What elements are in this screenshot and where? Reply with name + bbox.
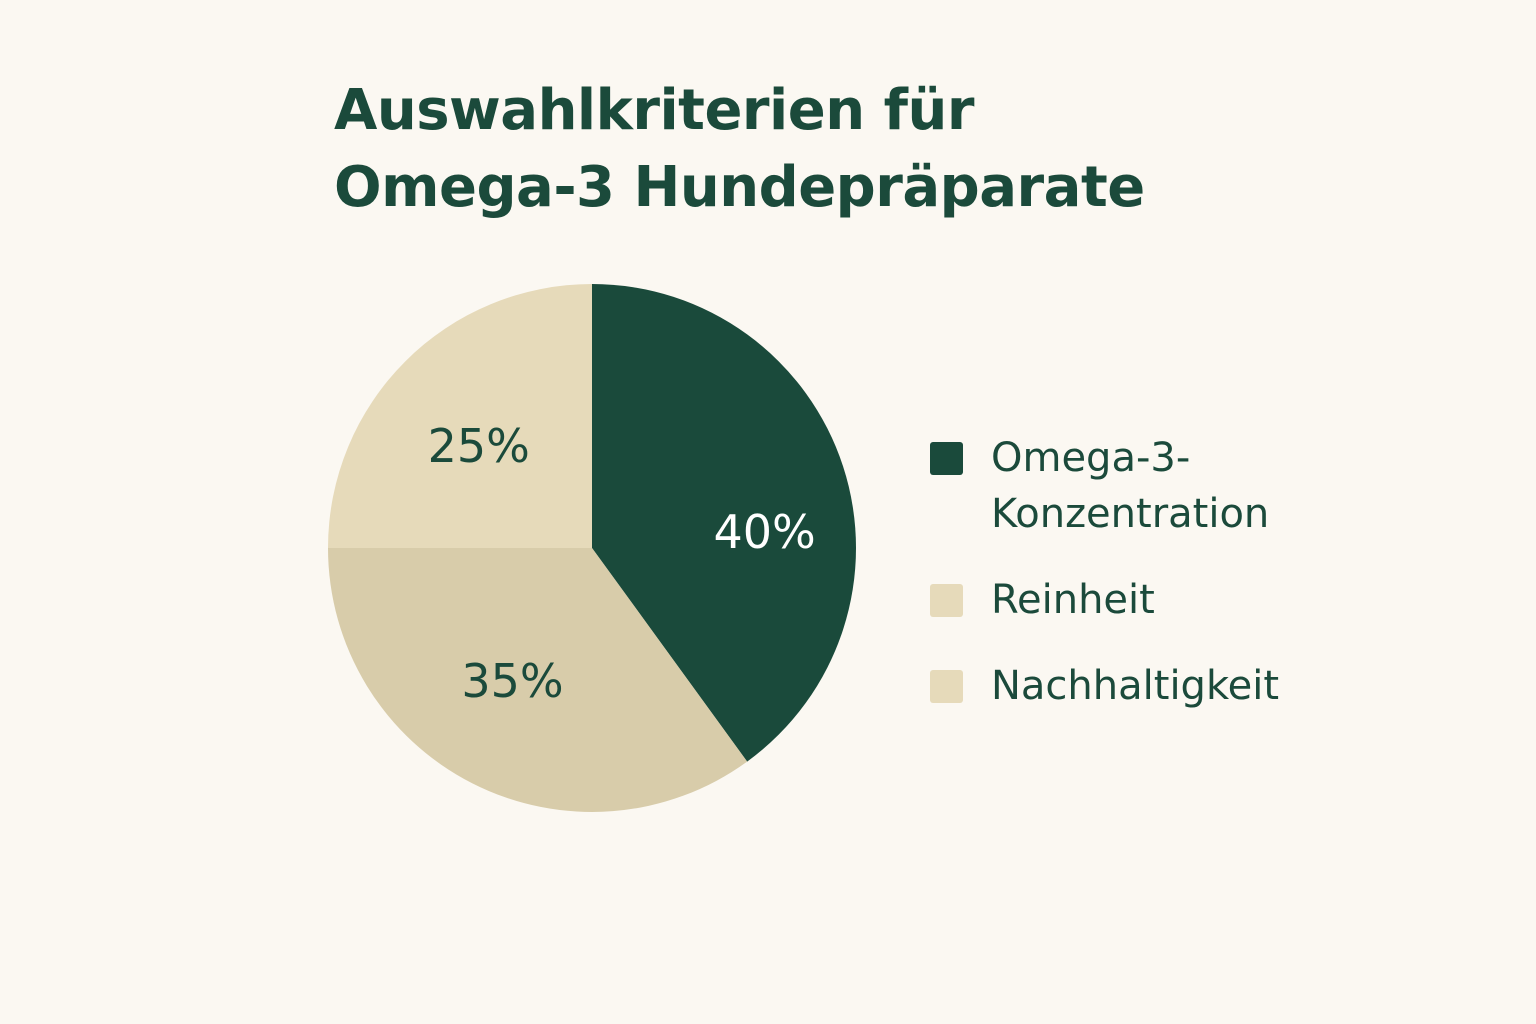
- legend: Omega-3- Konzentration Reinheit Nachhalt…: [930, 430, 1350, 714]
- pie-labels: 40% 35% 25%: [428, 419, 816, 708]
- legend-item-reinheit: Reinheit: [930, 572, 1350, 628]
- pie-slice-reinheit: [328, 548, 748, 812]
- legend-swatch-nachhaltigkeit: [930, 670, 963, 703]
- legend-swatch-omega3-konzentration: [930, 442, 963, 475]
- pie-label-reinheit: 35%: [461, 654, 563, 708]
- pie-label-nachhaltigkeit: 25%: [428, 419, 530, 473]
- chart-title-line-2: Omega-3 Hundepräparate: [334, 155, 1145, 220]
- pie-slice-nachhaltigkeit: [328, 284, 592, 548]
- legend-label-omega3-konzentration: Omega-3- Konzentration: [991, 435, 1270, 537]
- legend-item-nachhaltigkeit: Nachhaltigkeit: [930, 658, 1350, 714]
- chart-title: Auswahlkriterien für Omega-3 Hundepräpar…: [334, 72, 1234, 226]
- pie-slices: [328, 284, 856, 812]
- legend-swatch-reinheit: [930, 584, 963, 617]
- legend-item-omega3-konzentration: Omega-3- Konzentration: [930, 430, 1350, 542]
- chart-title-line-1: Auswahlkriterien für: [334, 78, 974, 143]
- legend-label-nachhaltigkeit: Nachhaltigkeit: [991, 663, 1280, 709]
- pie-label-omega-3-konzentration: 40%: [714, 505, 816, 559]
- legend-label-reinheit: Reinheit: [991, 577, 1155, 623]
- pie-slice-omega-3-konzentration: [592, 284, 856, 762]
